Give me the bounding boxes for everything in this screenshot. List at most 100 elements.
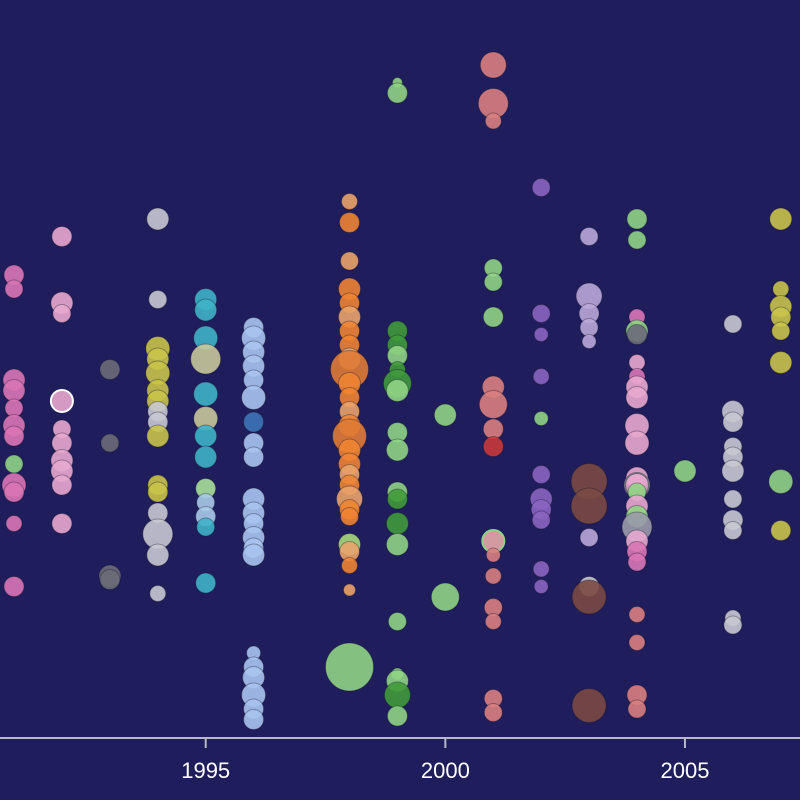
data-point — [626, 208, 648, 230]
data-point — [243, 446, 265, 468]
data-point — [2, 379, 26, 402]
data-point — [195, 572, 217, 594]
data-point — [339, 212, 360, 233]
data-point — [581, 334, 597, 349]
x-tick-label: 1995 — [181, 758, 230, 783]
data-point — [723, 489, 743, 509]
data-point — [343, 583, 356, 597]
data-point — [673, 459, 697, 483]
data-point — [147, 481, 169, 503]
data-point — [386, 705, 408, 727]
data-point — [196, 517, 216, 537]
data-point — [627, 230, 647, 250]
data-point — [628, 634, 646, 651]
data-point — [723, 314, 743, 334]
data-point — [625, 386, 649, 409]
data-point — [243, 411, 265, 433]
data-point — [723, 615, 743, 635]
data-point — [628, 606, 646, 623]
data-point — [148, 290, 168, 309]
data-point — [5, 515, 23, 532]
data-point — [99, 569, 121, 590]
points-layer — [1, 51, 794, 730]
data-point — [325, 642, 374, 692]
data-point — [3, 481, 25, 503]
data-point — [99, 359, 121, 380]
data-point — [243, 709, 265, 730]
data-point — [193, 381, 219, 407]
data-point — [770, 520, 792, 541]
data-point — [341, 557, 358, 574]
data-point — [571, 579, 607, 615]
data-point — [478, 390, 508, 419]
data-point — [52, 304, 72, 323]
data-point — [532, 560, 550, 578]
data-point — [570, 487, 608, 525]
data-point — [241, 385, 267, 410]
data-point — [146, 543, 170, 567]
data-point — [772, 280, 790, 298]
data-point — [482, 306, 504, 328]
data-point — [385, 533, 409, 556]
data-point — [723, 521, 743, 540]
data-point — [624, 430, 650, 456]
data-point — [571, 688, 607, 723]
data-point — [4, 279, 24, 299]
x-axis: 1995 2000 2005 — [0, 737, 800, 783]
data-point — [533, 411, 549, 426]
data-point — [51, 513, 73, 534]
data-point — [340, 251, 359, 271]
x-tick-label: 2005 — [660, 758, 709, 783]
data-point — [146, 207, 170, 231]
data-point — [479, 51, 507, 79]
data-point — [386, 488, 408, 510]
data-point — [100, 433, 120, 453]
data-point — [482, 436, 504, 457]
x-tick-label: 2000 — [421, 758, 470, 783]
data-point — [51, 474, 73, 496]
data-point — [579, 528, 599, 547]
data-point — [579, 227, 599, 246]
data-point — [194, 424, 218, 448]
data-point — [483, 703, 503, 722]
data-point — [340, 507, 359, 526]
data-point — [722, 411, 744, 433]
data-point — [626, 324, 648, 345]
data-point — [531, 178, 551, 197]
data-point — [769, 207, 793, 231]
data-point — [531, 510, 551, 530]
data-point — [531, 465, 551, 484]
data-point — [721, 459, 745, 483]
data-point — [146, 424, 170, 448]
data-point — [484, 613, 502, 630]
data-point — [531, 304, 551, 323]
data-point — [484, 112, 502, 130]
data-point — [768, 469, 794, 494]
data-point — [385, 379, 409, 402]
data-point — [386, 82, 408, 104]
data-point — [484, 567, 502, 585]
data-point — [627, 699, 647, 719]
data-point — [242, 543, 266, 567]
data-point — [383, 681, 411, 709]
data-point — [51, 226, 73, 247]
data-point — [627, 552, 647, 572]
data-point — [49, 389, 74, 413]
data-point — [532, 368, 550, 385]
data-point — [430, 582, 460, 612]
data-point — [483, 272, 503, 292]
data-point — [385, 512, 409, 535]
data-point — [3, 425, 25, 447]
data-point — [385, 438, 409, 462]
data-point — [579, 318, 599, 337]
data-point — [387, 612, 407, 631]
data-point — [194, 445, 218, 469]
data-point — [4, 454, 24, 474]
data-point — [194, 298, 218, 322]
data-point — [190, 343, 222, 375]
data-point — [769, 351, 793, 374]
data-point — [3, 576, 25, 597]
data-point — [341, 193, 358, 210]
data-point — [433, 403, 457, 427]
